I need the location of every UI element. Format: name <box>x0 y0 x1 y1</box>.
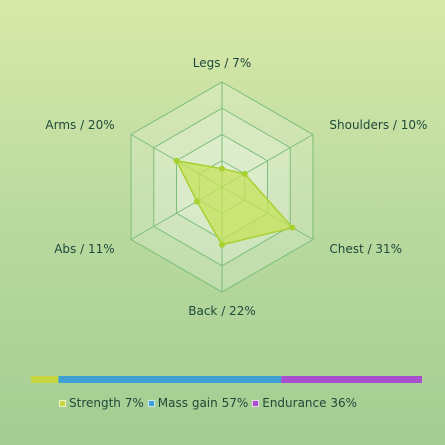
legend-item-strength: Strength 7% <box>59 396 144 410</box>
data-point-legs <box>219 165 225 172</box>
bar-segment-mass-gain <box>58 376 282 383</box>
legend-value-strength: 7% <box>124 396 144 410</box>
legend-item-endurance: Endurance 36% <box>252 396 357 410</box>
legend-label-endurance: Endurance <box>262 396 327 410</box>
legend-item-mass-gain: Mass gain 57% <box>147 396 249 410</box>
legend-value-mass-gain: 57% <box>221 396 249 410</box>
legend-swatch-strength <box>59 399 66 407</box>
bar-segment-strength <box>31 376 59 383</box>
legend-value-endurance: 36% <box>330 396 358 410</box>
axis-label-back: Back / 22% <box>188 304 255 318</box>
axis-label-shoulders: Shoulders / 10% <box>329 118 427 132</box>
legend: Strength 7% Mass gain 57% Endurance 36% <box>59 396 361 410</box>
legend-swatch-endurance <box>252 399 260 407</box>
axis-label-arms: Arms / 20% <box>45 118 114 132</box>
axis-label-chest: Chest / 31% <box>329 242 402 256</box>
data-point-arms <box>173 157 180 164</box>
bar-segment-endurance <box>281 376 422 383</box>
legend-label-strength: Strength <box>69 396 121 410</box>
data-point-chest <box>289 224 296 231</box>
radar-series <box>173 157 296 248</box>
data-point-abs <box>193 198 200 205</box>
legend-swatch-mass-gain <box>147 399 155 407</box>
data-point-shoulders <box>241 170 248 177</box>
legend-label-mass-gain: Mass gain <box>157 396 218 410</box>
axis-labels: Legs / 7% Shoulders / 10% Chest / 31% Back … <box>45 56 427 318</box>
data-point-back <box>219 241 225 248</box>
axis-label-legs: Legs / 7% <box>193 56 251 70</box>
axis-label-abs: Abs / 11% <box>54 242 114 256</box>
